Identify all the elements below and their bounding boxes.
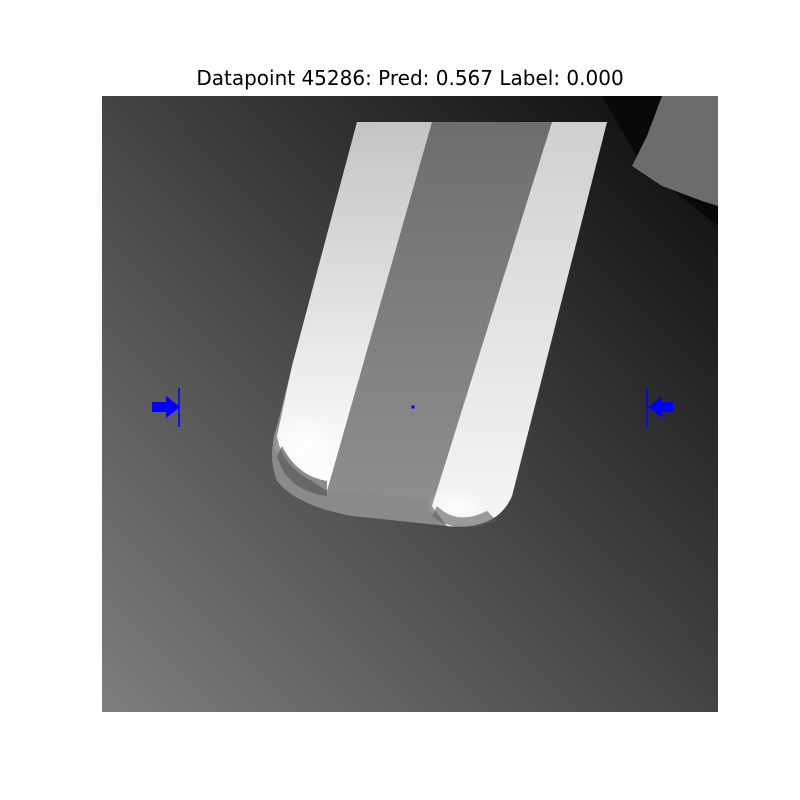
dot-icon: [411, 405, 415, 409]
plot-title: Datapoint 45286: Pred: 0.567 Label: 0.00…: [196, 66, 624, 90]
corner-object: [632, 96, 718, 206]
left-marker: [152, 388, 180, 427]
right-marker: [646, 388, 673, 427]
left-wall: [277, 122, 432, 491]
arrow-left-icon: [660, 402, 673, 412]
depth-image: [102, 96, 718, 712]
inner-face: [327, 122, 552, 501]
arrow-right-icon: [152, 402, 168, 412]
right-wall: [432, 122, 607, 527]
